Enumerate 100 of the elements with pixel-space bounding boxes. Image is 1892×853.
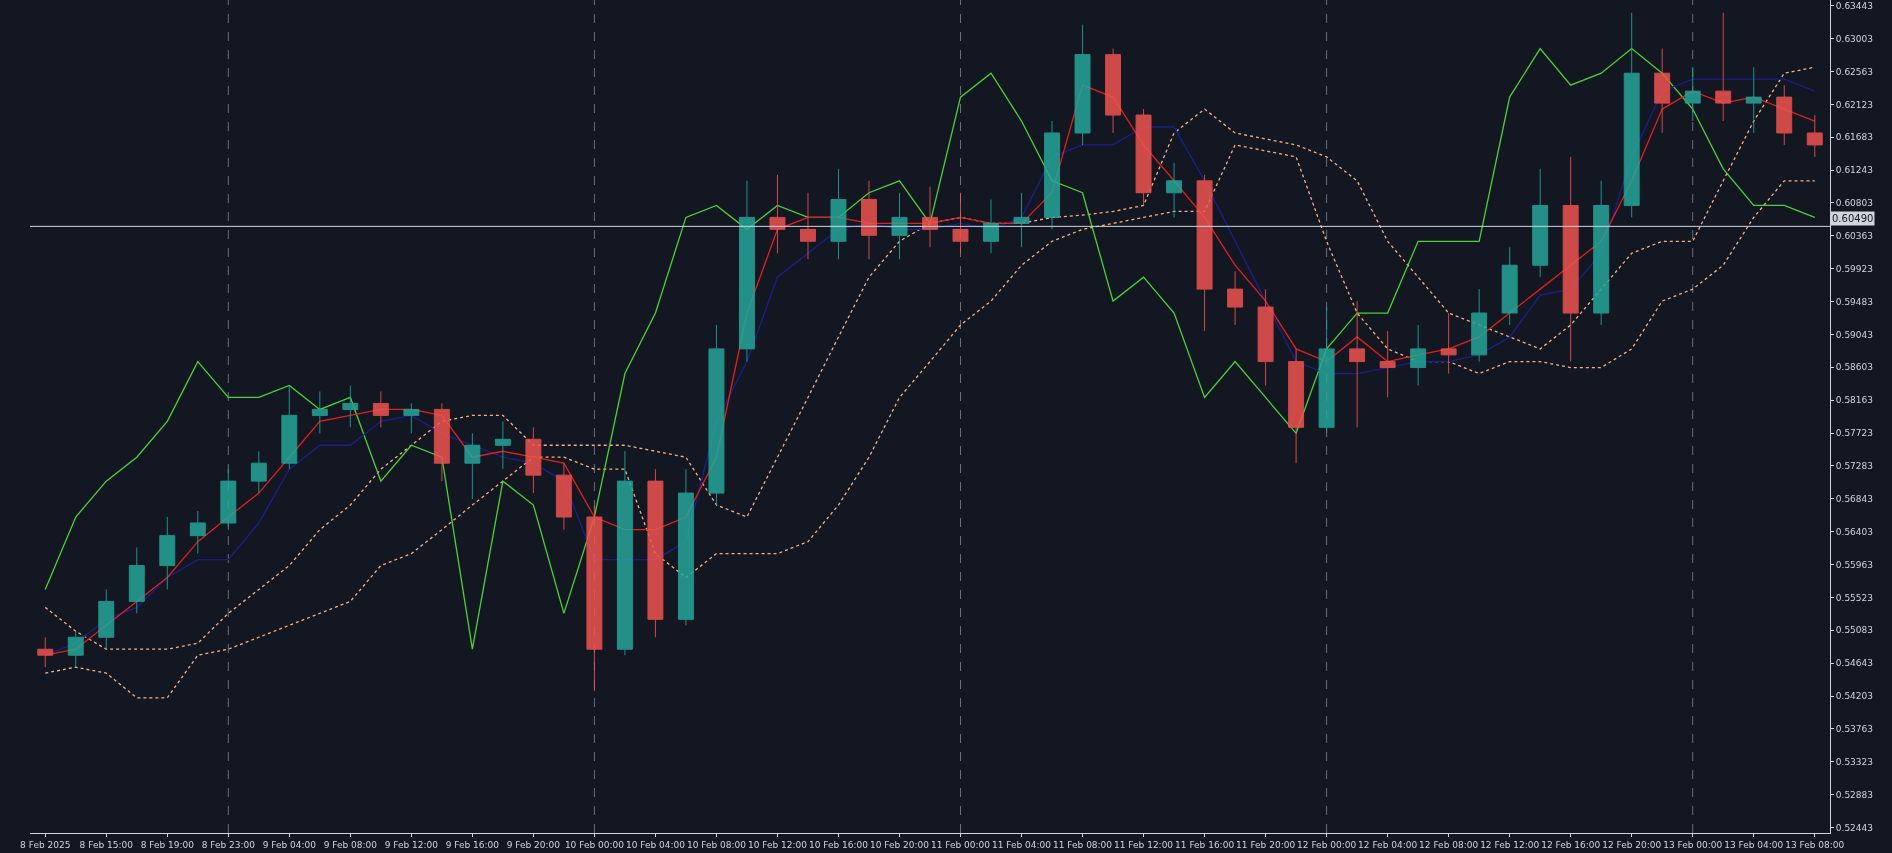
candlestick — [1135, 108, 1152, 206]
candlestick — [1044, 120, 1061, 230]
candlestick — [616, 450, 633, 656]
candlestick — [1196, 174, 1213, 332]
candlestick — [983, 198, 999, 254]
x-tick-label: 11 Feb 00:00 — [930, 839, 991, 850]
x-tick-label: 12 Feb 08:00 — [1419, 839, 1479, 850]
candlestick — [647, 468, 664, 638]
x-tick-label: 13 Feb 04:00 — [1724, 839, 1784, 850]
x-tick-label: 11 Feb 20:00 — [1236, 839, 1296, 850]
candlestick — [67, 630, 84, 668]
candlestick — [586, 504, 603, 692]
y-tick-label: 0.52883 — [1835, 789, 1874, 800]
y-tick-label: 0.61243 — [1835, 165, 1874, 176]
candlestick — [220, 468, 237, 531]
x-tick-label: 12 Feb 04:00 — [1358, 839, 1418, 850]
candlestick — [372, 390, 389, 428]
candlestick — [311, 390, 328, 434]
candlestick — [98, 588, 115, 650]
x-tick-label: 10 Feb 20:00 — [869, 839, 930, 850]
candlestick — [1013, 192, 1030, 248]
y-tick-label: 0.62123 — [1835, 99, 1874, 110]
candlestick — [1593, 180, 1610, 326]
x-tick-label: 12 Feb 20:00 — [1602, 839, 1662, 850]
x-tick-label: 9 Feb 08:00 — [323, 839, 378, 850]
candlestick — [1654, 48, 1671, 134]
y-tick-label: 0.54643 — [1835, 658, 1874, 669]
y-tick-label: 0.63443 — [1835, 0, 1874, 11]
x-tick-label: 11 Feb 12:00 — [1114, 839, 1174, 850]
x-tick-label: 9 Feb 16:00 — [445, 839, 500, 850]
candlestick — [1440, 312, 1457, 375]
y-tick-label: 0.56403 — [1835, 526, 1874, 537]
y-tick-label: 0.59043 — [1835, 329, 1874, 340]
x-tick-label: 12 Feb 12:00 — [1480, 839, 1540, 850]
candlestick — [769, 174, 786, 254]
y-tick-label: 0.57283 — [1835, 461, 1874, 472]
candlestick — [1684, 66, 1701, 122]
x-tick-label: 8 Feb 15:00 — [79, 839, 134, 850]
ref-line-label: 0.60490 — [1832, 213, 1874, 224]
candlestick — [250, 450, 267, 494]
y-tick-label: 0.63003 — [1835, 33, 1874, 44]
candlestick — [1532, 168, 1549, 278]
candlestick — [159, 516, 176, 590]
x-tick-label: 10 Feb 12:00 — [747, 839, 808, 850]
y-tick-label: 0.59923 — [1835, 263, 1874, 274]
x-tick-label: 10 Feb 00:00 — [564, 839, 625, 850]
candlestick — [281, 385, 298, 470]
candlestick — [433, 402, 450, 482]
x-tick-label: 11 Feb 08:00 — [1053, 839, 1113, 850]
y-tick-label: 0.54203 — [1835, 691, 1874, 702]
candlestick — [1806, 114, 1823, 158]
candlestick — [1745, 66, 1762, 134]
candlestick — [555, 462, 572, 531]
candlestick — [403, 402, 420, 434]
candlestick — [922, 186, 938, 248]
x-tick-label: 12 Feb 00:00 — [1297, 839, 1357, 850]
candlestick — [708, 324, 725, 506]
candlestick — [1471, 288, 1488, 363]
candlestick — [1562, 156, 1579, 363]
candlestick — [1776, 84, 1793, 146]
candlestick — [464, 432, 481, 500]
candlestick — [1715, 12, 1732, 122]
y-tick-label: 0.57723 — [1835, 428, 1874, 439]
x-tick-label: 13 Feb 08:00 — [1785, 839, 1845, 850]
candlestick — [189, 510, 206, 555]
x-tick-label: 10 Feb 16:00 — [808, 839, 869, 850]
candlestick — [128, 547, 145, 614]
candlestick — [37, 636, 54, 668]
y-tick-label: 0.55523 — [1835, 592, 1874, 603]
y-tick-label: 0.61683 — [1835, 132, 1874, 143]
y-tick-label: 0.53763 — [1835, 724, 1874, 735]
candlestick — [1379, 330, 1396, 398]
x-tick-label: 10 Feb 04:00 — [625, 839, 686, 850]
candlestick — [525, 426, 542, 494]
y-tick-label: 0.59483 — [1835, 296, 1874, 307]
candlestick — [952, 192, 969, 254]
x-tick-label: 10 Feb 08:00 — [686, 839, 747, 850]
x-tick-label: 9 Feb 04:00 — [262, 839, 317, 850]
x-tick-label: 9 Feb 12:00 — [384, 839, 439, 850]
candlestick — [342, 385, 359, 428]
candlestick — [1410, 324, 1427, 386]
line-series — [44, 144, 1816, 699]
candlestick — [677, 468, 694, 626]
x-tick-label: 8 Feb 2025 — [20, 839, 71, 850]
y-tick-label: 0.55083 — [1835, 625, 1874, 636]
x-tick-label: 8 Feb 23:00 — [201, 839, 256, 850]
y-tick-label: 0.52443 — [1835, 822, 1874, 833]
candlestick — [1318, 306, 1335, 434]
candlestick — [494, 420, 511, 470]
y-tick-label: 0.55963 — [1835, 559, 1874, 570]
y-tick-label: 0.58603 — [1835, 362, 1874, 373]
y-tick-label: 0.60363 — [1835, 231, 1874, 241]
x-tick-label: 13 Feb 00:00 — [1663, 839, 1723, 850]
x-tick-label: 9 Feb 20:00 — [506, 839, 561, 850]
candlestick — [1105, 48, 1122, 134]
candlestick — [1227, 270, 1244, 326]
candlestick — [1257, 288, 1274, 386]
x-tick-label: 12 Feb 16:00 — [1541, 839, 1601, 850]
candlestick — [1288, 348, 1305, 464]
candlestick — [1349, 300, 1366, 428]
